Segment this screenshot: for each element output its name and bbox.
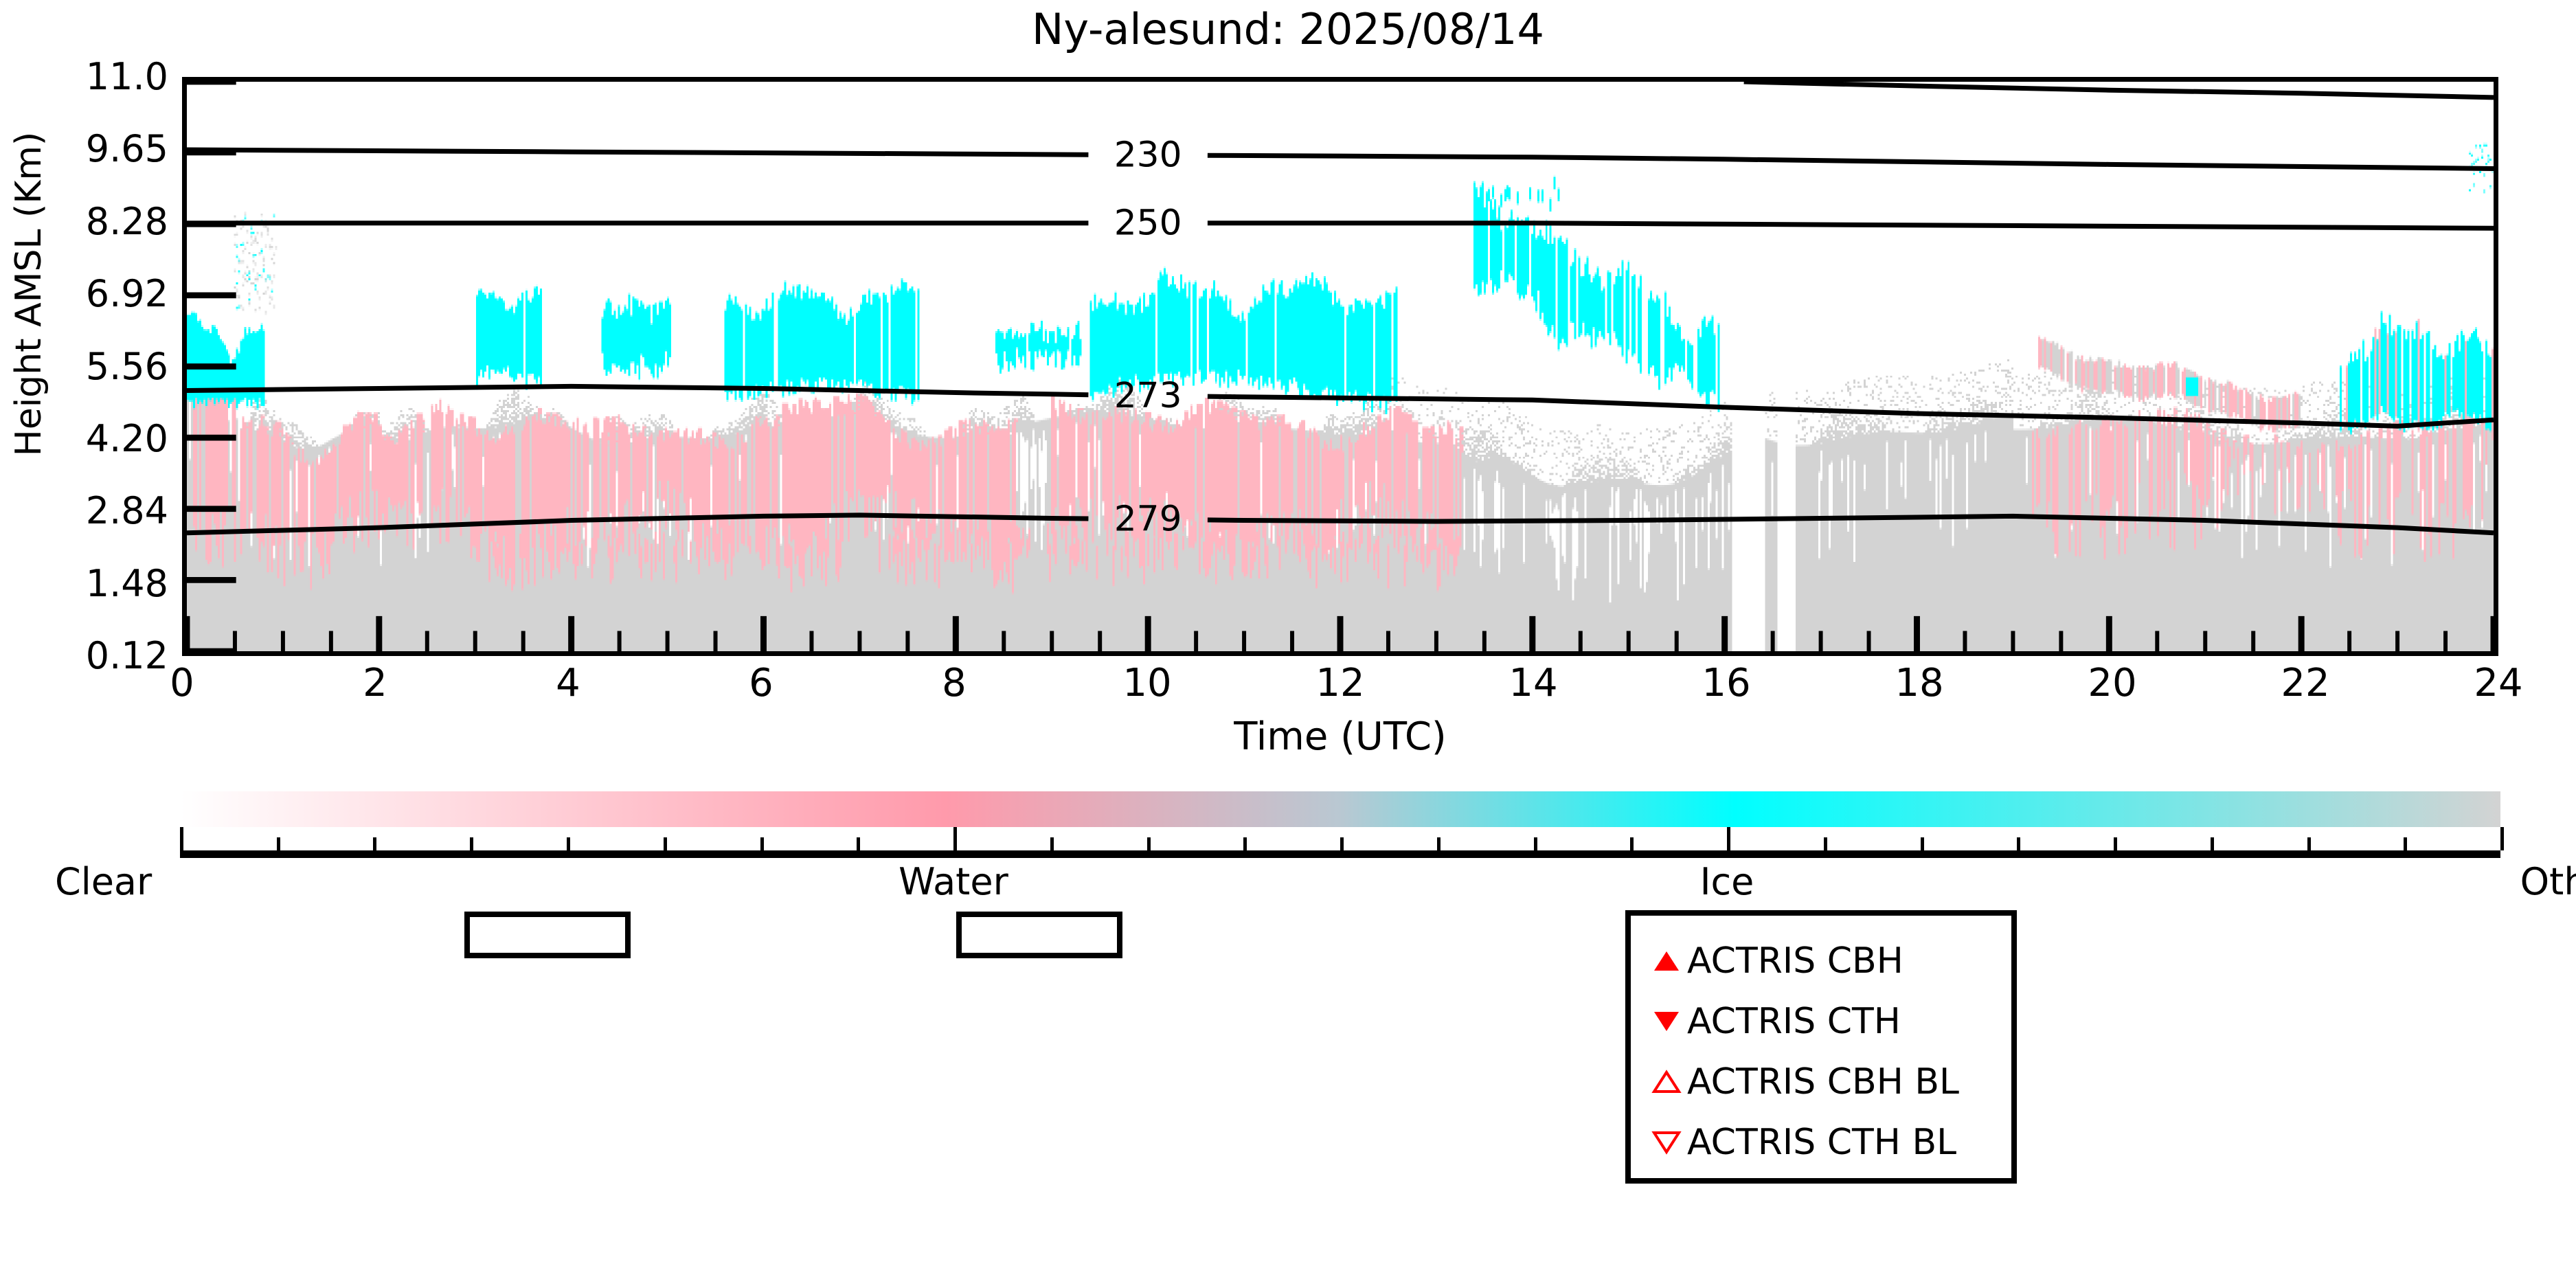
colorbar-labels: Clear Water Ice Other	[55, 860, 2576, 903]
phase-colorbar[interactable]: Clear Water Ice Other	[55, 791, 2576, 903]
colorbar-tick-5	[663, 837, 667, 850]
colorbar-tick-11	[1243, 837, 1247, 850]
legend-item-label: ACTRIS CBH BL	[1687, 1061, 1959, 1103]
y-tick-label-5: 4.20	[85, 416, 168, 460]
y-axis-tick-labels: 11.0 9.65 8.28 6.92 5.56 4.20 2.84 1.48 0.12	[0, 58, 168, 675]
colorbar-tick-19	[2017, 837, 2021, 850]
colorbar-label-other: Other	[2520, 860, 2576, 903]
y-tick-label-8: 0.12	[85, 634, 168, 677]
phase-field	[187, 82, 2494, 651]
legend-item-0[interactable]: ACTRIS CBH	[1649, 931, 2011, 991]
x-tick-label-0: 0	[170, 661, 194, 705]
x-tick-label-10: 20	[2088, 661, 2137, 705]
y-tick-label-3: 6.92	[85, 272, 168, 316]
y-tick-label-0: 11.0	[85, 55, 168, 98]
colorbar-tick-24	[2500, 827, 2504, 850]
colorbar-tick-10	[1146, 837, 1151, 850]
x-tick-label-8: 16	[1702, 661, 1751, 705]
legend-item-label: ACTRIS CBH	[1687, 940, 1903, 982]
y-tick-label-6: 2.84	[85, 489, 168, 533]
x-tick-label-5: 10	[1122, 661, 1172, 705]
colorbar-gradient	[180, 791, 2500, 827]
colorbar-tick-17	[1823, 837, 1827, 850]
cloud-phase-timeseries-plot[interactable]: 230 250 273 279	[182, 77, 2498, 656]
empty-legend-box-left	[464, 912, 631, 958]
open-up-triangle-icon	[1649, 1068, 1684, 1096]
colorbar-tick-1	[276, 837, 280, 850]
x-tick-label-7: 14	[1509, 661, 1558, 705]
x-axis-title: Time (UTC)	[1234, 714, 1447, 759]
colorbar-tick-6	[760, 837, 764, 850]
colorbar-tick-7	[857, 837, 861, 850]
x-tick-label-12: 24	[2474, 661, 2523, 705]
colorbar-label-ice: Ice	[1699, 860, 1754, 903]
colorbar-tick-22	[2307, 837, 2311, 850]
colorbar-tick-13	[1436, 837, 1440, 850]
colorbar-label-water: Water	[899, 860, 1008, 903]
actris-legend[interactable]: ACTRIS CBH ACTRIS CTH ACTRIS CBH BL ACTRIS …	[1625, 910, 2017, 1184]
colorbar-tick-12	[1340, 837, 1344, 850]
legend-item-label: ACTRIS CTH BL	[1687, 1122, 1957, 1163]
colorbar-baseline	[180, 850, 2500, 858]
x-tick-label-1: 2	[363, 661, 387, 705]
open-down-triangle-icon	[1649, 1129, 1684, 1156]
colorbar-tick-4	[566, 837, 570, 850]
legend-item-3[interactable]: ACTRIS CTH BL	[1649, 1112, 2011, 1173]
colorbar-label-clear: Clear	[55, 860, 152, 903]
y-tick-label-4: 5.56	[85, 344, 168, 388]
x-tick-label-6: 12	[1315, 661, 1365, 705]
x-tick-label-11: 22	[2281, 661, 2330, 705]
colorbar-tick-15	[1630, 837, 1634, 850]
legend-item-label: ACTRIS CTH	[1687, 1001, 1901, 1042]
colorbar-tick-21	[2210, 837, 2214, 850]
colorbar-tick-3	[470, 837, 474, 850]
y-tick-label-1: 9.65	[85, 126, 168, 170]
filled-up-triangle-icon	[1649, 947, 1684, 975]
x-tick-label-2: 4	[556, 661, 580, 705]
colorbar-ticks	[180, 827, 2504, 850]
colorbar-tick-20	[2114, 837, 2117, 850]
x-tick-label-9: 18	[1895, 661, 1944, 705]
x-axis-tick-labels: 0 2 4 6 8 10 12 14 16 18 20 22 24	[170, 661, 2522, 709]
colorbar-tick-23	[2404, 837, 2408, 850]
x-tick-label-3: 6	[749, 661, 773, 705]
colorbar-tick-16	[1726, 827, 1730, 850]
page-title: Ny-alesund: 2025/08/14	[1032, 4, 1544, 54]
x-tick-label-4: 8	[942, 661, 967, 705]
legend-item-2[interactable]: ACTRIS CBH BL	[1649, 1052, 2011, 1112]
colorbar-tick-0	[180, 827, 183, 850]
y-tick-label-2: 8.28	[85, 199, 168, 243]
y-tick-label-7: 1.48	[85, 561, 168, 605]
colorbar-tick-14	[1533, 837, 1537, 850]
empty-legend-box-right	[956, 912, 1122, 958]
filled-down-triangle-icon	[1649, 1008, 1684, 1035]
colorbar-tick-18	[1920, 837, 1924, 850]
colorbar-tick-9	[1050, 837, 1054, 850]
colorbar-tick-8	[953, 827, 957, 850]
phase-field-canvas	[187, 82, 2494, 651]
colorbar-tick-2	[373, 837, 377, 850]
legend-item-1[interactable]: ACTRIS CTH	[1649, 991, 2011, 1052]
